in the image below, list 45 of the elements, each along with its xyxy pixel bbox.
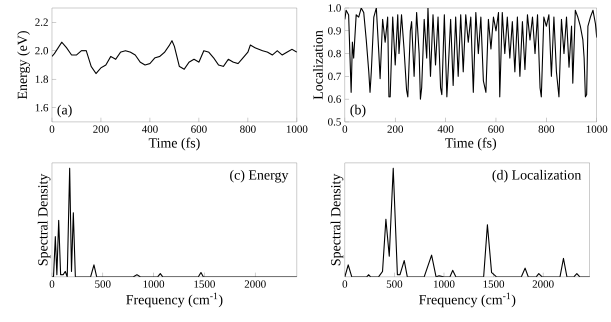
y-tick-label: 1.8 [36, 76, 48, 84]
y-axis-title: Energy (eV) [17, 31, 30, 100]
x-tick-label: 400 [142, 126, 158, 133]
x-tick-label: 800 [240, 126, 256, 133]
x-tick-label: 400 [438, 126, 454, 133]
x-tick-label: 0 [50, 280, 54, 288]
y-axis-title: Spectral Density [330, 174, 344, 266]
y-tick-label: 0.5 [328, 118, 341, 126]
x-tick-label: 600 [488, 126, 504, 133]
x-axis-title: Time (fs) [445, 138, 496, 151]
x-tick-label: 200 [387, 126, 404, 133]
x-tick-label: 1000 [144, 280, 164, 288]
line-series [344, 8, 597, 100]
y-tick-label: 2.2 [35, 18, 48, 26]
x-tick-label: 0 [342, 126, 348, 133]
x-tick-label: 200 [93, 126, 109, 133]
x-axis-title: Time (fs) [148, 138, 200, 151]
annotation: (d) Localization [492, 170, 582, 183]
x-tick-label: 500 [386, 280, 402, 288]
x-tick-label: 0 [50, 126, 54, 133]
x-tick-label: 1000 [434, 280, 455, 288]
y-tick-label: 1.0 [328, 4, 341, 12]
x-tick-label: 0 [342, 280, 348, 288]
x-tick-label: 600 [191, 126, 207, 133]
y-tick-label: 1.6 [36, 104, 48, 112]
x-tick-label: 500 [95, 280, 111, 288]
y-axis-title: Localization [312, 30, 323, 100]
y-tick-label: 2.0 [35, 47, 48, 55]
annotation: (a) [57, 104, 72, 118]
x-tick-label: 2000 [532, 280, 554, 288]
x-tick-label: 1500 [194, 280, 215, 288]
y-tick-label: 0.6 [328, 96, 342, 103]
x-tick-label: 1000 [286, 126, 308, 133]
annotation: (b) [350, 104, 366, 118]
x-axis-title: Frequency (cm$^{-1}$) [126, 292, 222, 308]
x-tick-label: 800 [538, 126, 554, 133]
x-tick-label: 1000 [586, 126, 608, 133]
annotation: (c) Energy [230, 170, 288, 183]
x-axis-title: Frequency (cm$^{-1}$) [419, 292, 516, 308]
x-tick-label: 2000 [244, 280, 266, 288]
y-tick-label: 0.8 [328, 50, 341, 58]
y-axis-title: Spectral Density [38, 174, 50, 266]
x-tick-label: 1500 [484, 280, 504, 288]
y-tick-label: 0.7 [328, 72, 342, 80]
y-tick-label: 0.9 [328, 27, 341, 35]
